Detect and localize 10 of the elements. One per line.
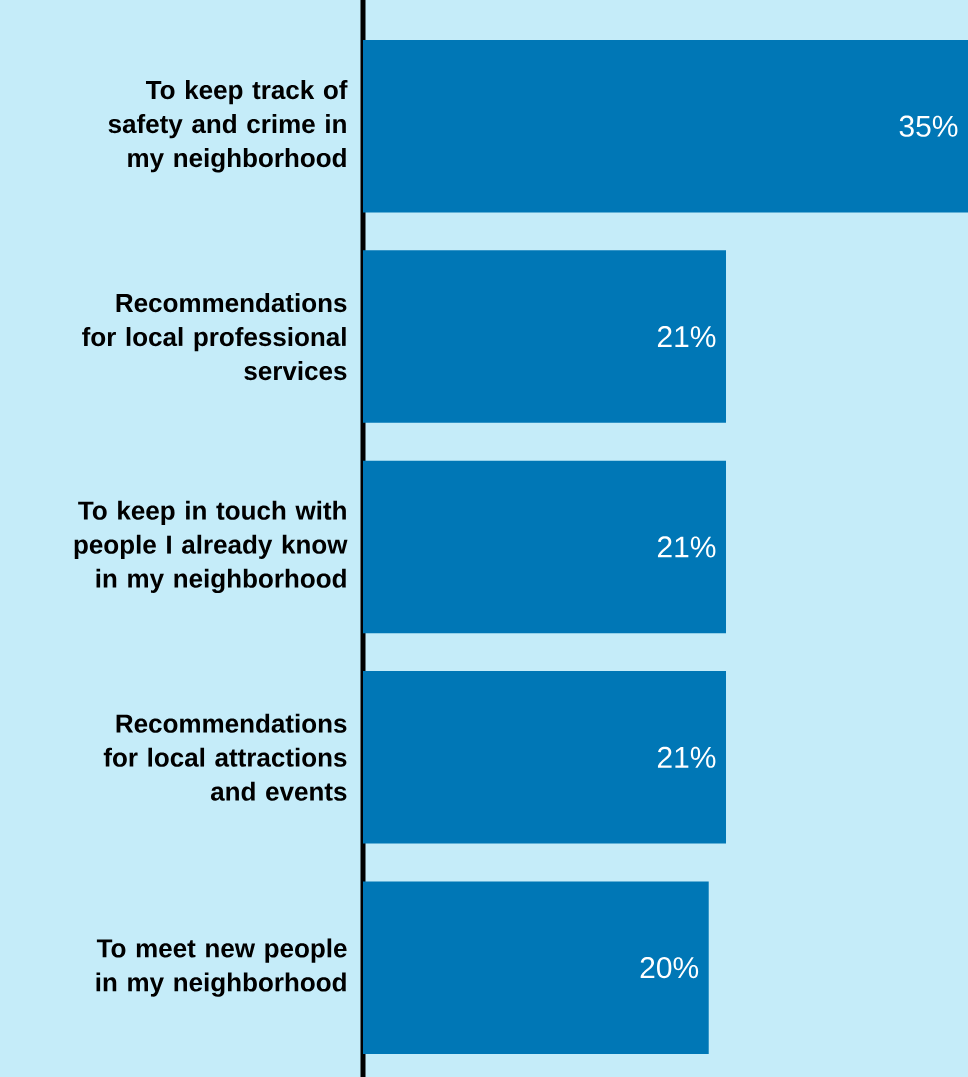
data-label: 21%	[657, 326, 716, 348]
y-tick-label: Recommendations for local attractions and events	[103, 713, 347, 801]
y-tick-label: To meet new people in my neighborhood	[96, 938, 347, 997]
data-label: 35%	[899, 115, 958, 137]
y-tick-label: To keep track of safety and crime in my neighborhood	[108, 80, 348, 173]
data-label: 21%	[657, 746, 716, 768]
data-label: 21%	[657, 536, 716, 558]
data-label: 20%	[640, 957, 699, 979]
y-tick-label: To keep in touch with people I already know in my neighborhood	[74, 500, 348, 594]
y-tick-label: Recommendations for local professional services	[82, 293, 347, 381]
